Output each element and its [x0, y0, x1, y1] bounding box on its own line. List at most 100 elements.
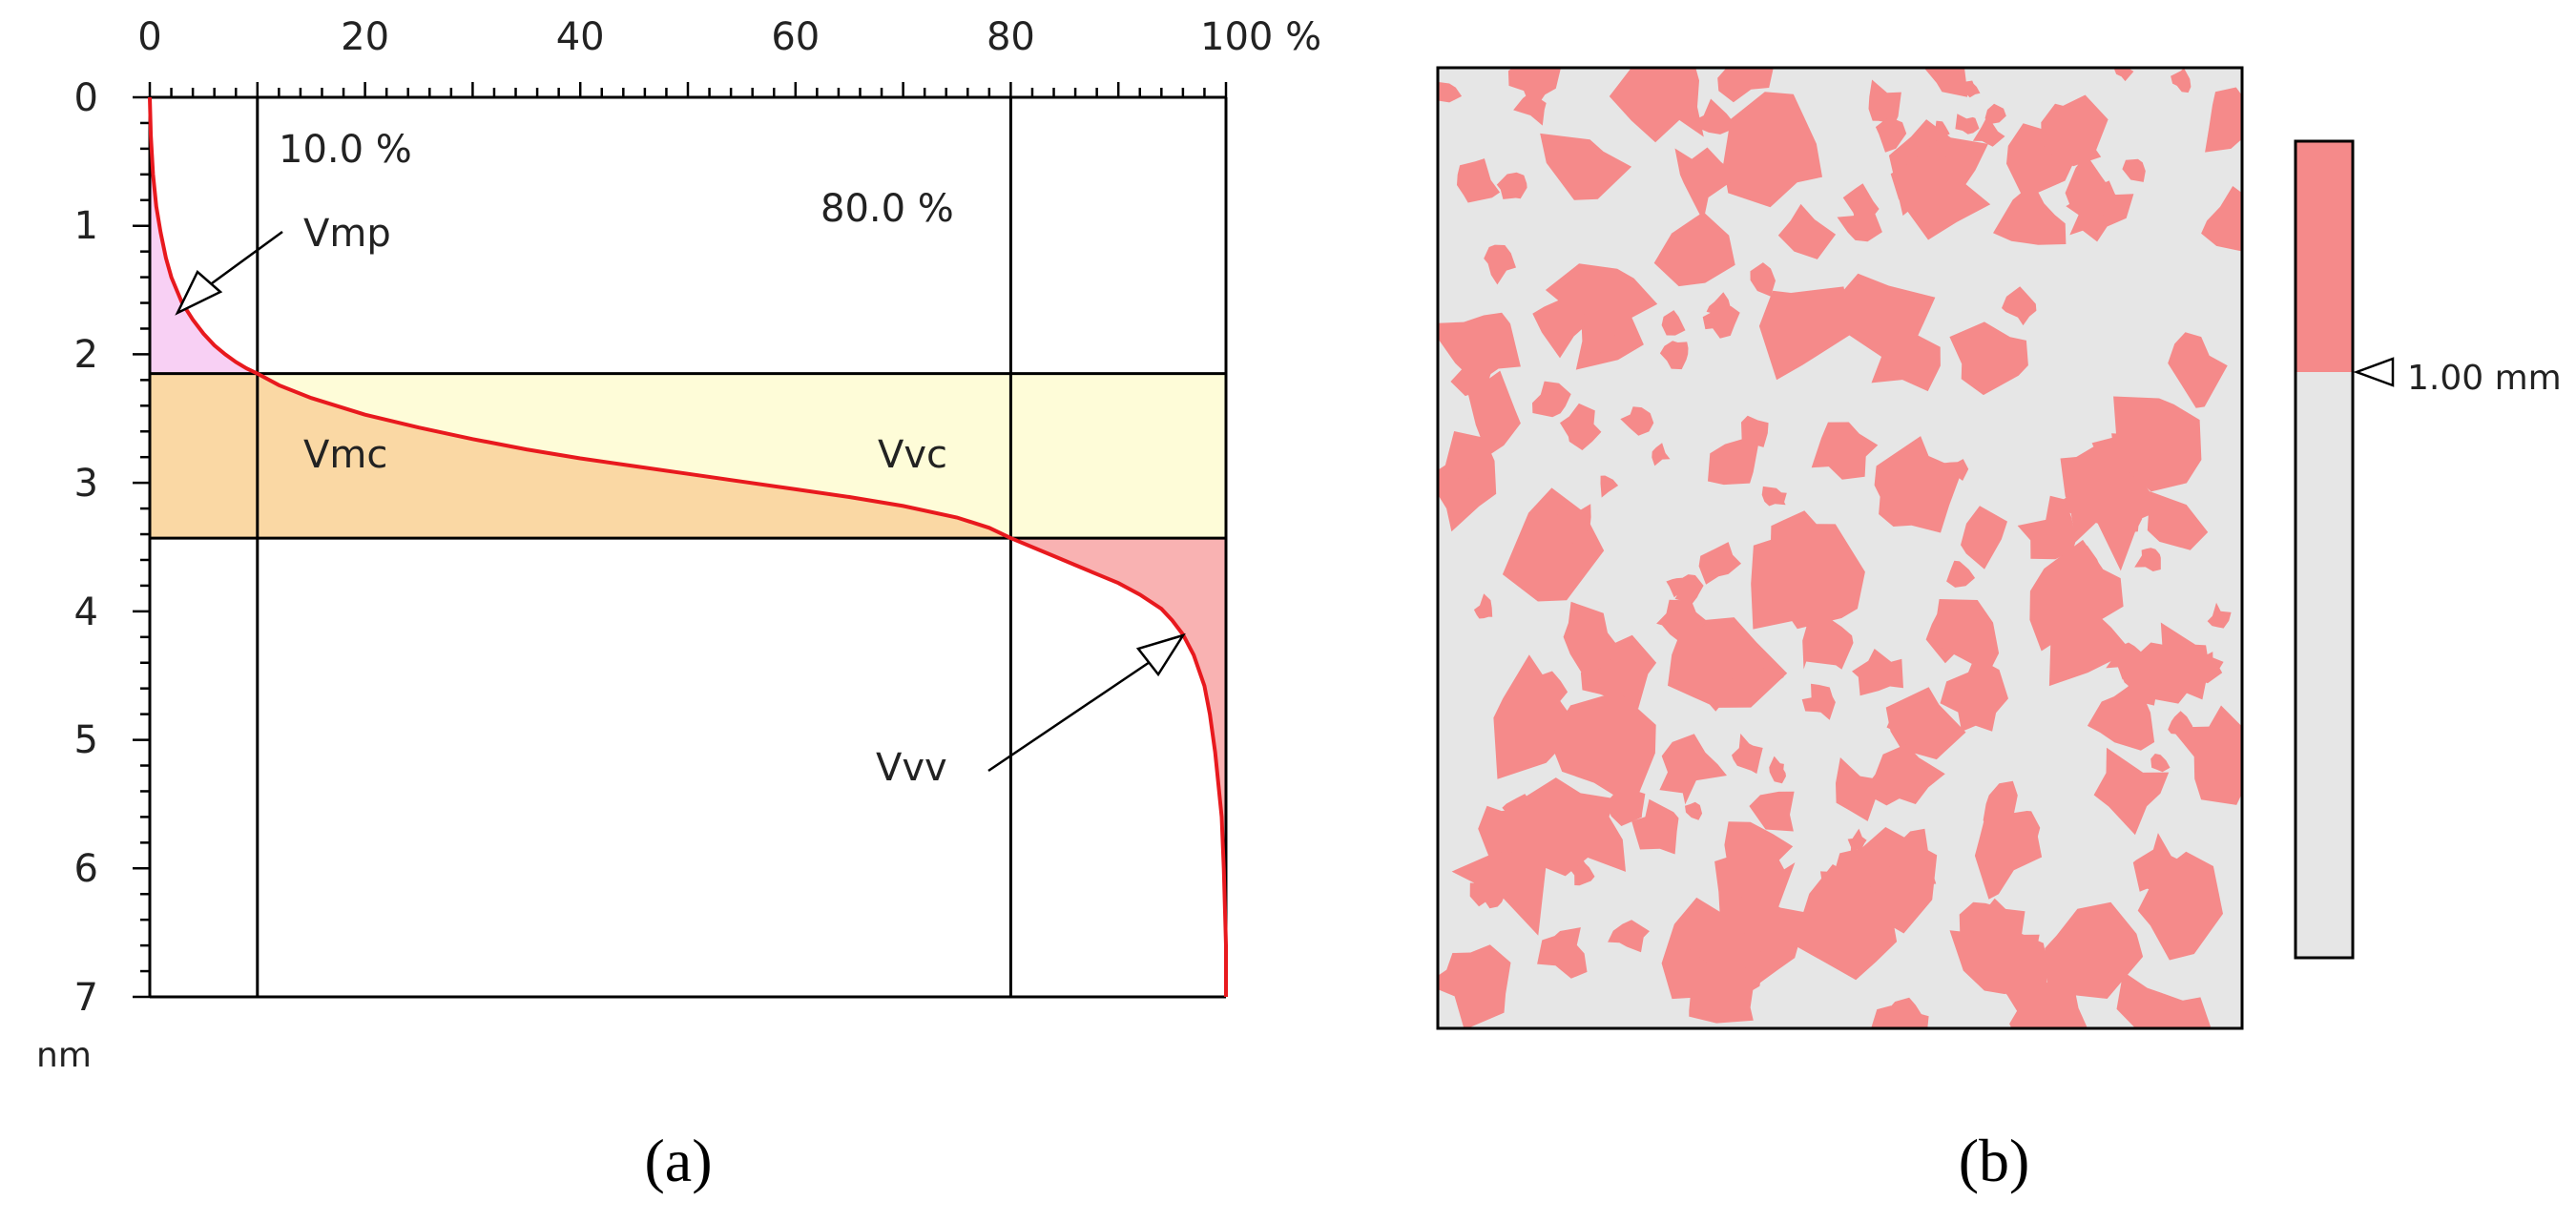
particle: [1749, 791, 1795, 832]
particle: [2041, 94, 2109, 167]
y-tick-label: 5: [74, 718, 98, 762]
particle: [1890, 139, 1991, 240]
y-unit-label: nm: [36, 1036, 92, 1075]
particle: [1871, 1005, 1929, 1028]
particle: [1741, 415, 1769, 447]
particle: [1706, 292, 1732, 315]
particle: [1540, 133, 1632, 200]
particle: [1438, 312, 1521, 378]
particle: [2009, 981, 2088, 1028]
particle: [1627, 69, 1647, 90]
particle: [1652, 443, 1671, 466]
map-frame: [1436, 66, 2244, 1030]
particle: [1560, 403, 1602, 450]
particle: [1457, 158, 1501, 203]
particle: [2191, 652, 2224, 684]
vmp-label: Vmp: [303, 212, 391, 256]
particle: [2091, 396, 2202, 492]
particle: [1496, 172, 1527, 199]
x-tick-label: 0: [137, 15, 161, 59]
particle: [2171, 68, 2192, 93]
particle: [1653, 212, 1735, 287]
particle: [1870, 828, 1937, 906]
vmc-label: Vmc: [303, 433, 387, 477]
particle-regions: [1438, 68, 2242, 1028]
y-axis-ticks: [133, 95, 150, 999]
height-threshold-map: 1.00 mm (b): [1436, 66, 2562, 1194]
vvv-arrow: [987, 632, 1186, 773]
vmp-arrow: [175, 230, 283, 316]
particle: [1465, 476, 1489, 506]
particle: [1868, 79, 1901, 124]
particle: [2147, 491, 2209, 550]
particle: [1600, 475, 1619, 498]
particle: [1537, 927, 1588, 979]
particle: [1510, 862, 1529, 881]
particle: [1972, 115, 2005, 147]
particle: [1532, 298, 1587, 359]
bearing-ratio-chart: 0 20 40 60 80 100 % 0 1 2 3 4 5 6 7 nm 1…: [36, 15, 1321, 1194]
particle: [1758, 286, 1853, 381]
particle: [2122, 158, 2146, 182]
x-tick-label: 80: [987, 15, 1035, 59]
particle: [2116, 971, 2212, 1028]
particle: [2113, 68, 2134, 82]
particle: [2168, 332, 2228, 408]
particle: [1631, 798, 1679, 855]
particle: [1704, 674, 1734, 712]
y-tick-label: 7: [74, 976, 98, 1020]
y-tick-label: 2: [74, 333, 98, 377]
particle: [1507, 68, 1562, 114]
particle: [2150, 754, 2171, 773]
particle: [2065, 154, 2113, 216]
vvv-label: Vvv: [876, 746, 947, 790]
scale-bar-lower: [2296, 372, 2353, 958]
particle: [1484, 244, 1516, 285]
particle: [1801, 683, 1836, 720]
particle: [1520, 777, 1626, 877]
particle: [1836, 757, 1880, 821]
particle: [1802, 614, 1854, 670]
particle: [2149, 622, 2210, 700]
particle: [1777, 203, 1837, 259]
y-tick-label: 0: [74, 76, 98, 120]
particle: [1751, 524, 1865, 630]
particle: [1723, 92, 1822, 208]
particle: [2106, 642, 2151, 680]
particle: [1732, 734, 1763, 775]
y-tick-label: 3: [74, 462, 98, 506]
particle: [1811, 422, 1879, 480]
particle: [1473, 593, 1493, 619]
particle: [1555, 504, 1591, 546]
particle: [1659, 734, 1727, 805]
particle: [1608, 920, 1650, 953]
scale-threshold-label: 1.00 mm: [2407, 359, 2562, 398]
y-tick-label: 6: [74, 847, 98, 891]
y-tick-label: 4: [74, 590, 98, 634]
particle: [1874, 436, 1963, 533]
particle: [1949, 321, 2028, 396]
particle: [1750, 262, 1776, 297]
particle: [1885, 687, 1966, 760]
bearing-curve: [148, 96, 1228, 997]
particle: [1563, 601, 1621, 677]
particle: [1840, 273, 1936, 364]
particle: [1668, 617, 1788, 708]
particle: [1533, 547, 1553, 565]
particle: [1852, 649, 1903, 696]
particle: [1659, 341, 1689, 370]
particle: [2134, 548, 2161, 571]
x-tick-label: 20: [341, 15, 389, 59]
x-tick-label: 60: [771, 15, 820, 59]
particle: [1886, 708, 1912, 731]
y-tick-label: 1: [74, 204, 98, 248]
x-tick-label: 40: [556, 15, 605, 59]
particle: [1717, 68, 1774, 103]
particle: [2017, 495, 2077, 560]
particle: [1932, 599, 2000, 673]
scale-bar-upper: [2296, 141, 2353, 372]
particle: [1923, 68, 1968, 97]
particle: [1847, 828, 1867, 855]
particle: [1600, 743, 1627, 776]
